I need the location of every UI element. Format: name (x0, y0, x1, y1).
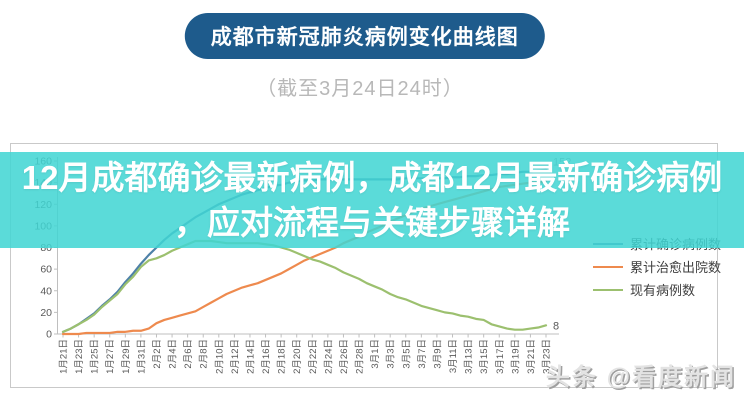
svg-text:2月4日: 2月4日 (168, 339, 179, 369)
svg-text:1月27日: 1月27日 (105, 339, 116, 374)
svg-text:3月9日: 3月9日 (432, 339, 443, 369)
svg-text:3月11日: 3月11日 (448, 339, 459, 373)
svg-text:8: 8 (553, 320, 559, 332)
svg-text:1月23日: 1月23日 (74, 339, 85, 374)
svg-text:2月28日: 2月28日 (355, 339, 366, 374)
svg-text:1月31日: 1月31日 (136, 339, 147, 374)
legend-item-current: 现有病例数 (593, 278, 721, 301)
watermark: 头条 @看度新闻 (545, 364, 736, 391)
headline-line-2: ，应对流程与关键步骤详解 (174, 204, 570, 241)
headline-overlay: 12月成都确诊最新病例，成都12月最新确诊病例 ，应对流程与关键步骤详解 (0, 152, 744, 248)
svg-text:2月22日: 2月22日 (308, 339, 319, 374)
svg-text:2月2日: 2月2日 (152, 339, 163, 369)
svg-text:3月7日: 3月7日 (417, 339, 428, 369)
svg-text:40: 40 (40, 285, 52, 297)
svg-text:80: 80 (40, 242, 52, 254)
chart-title-text: 成都市新冠肺炎病例变化曲线图 (210, 26, 519, 49)
headline-line-1: 12月成都确诊最新病例，成都12月最新确诊病例 (21, 159, 723, 196)
svg-text:2月24日: 2月24日 (323, 339, 334, 374)
svg-text:3月23日: 3月23日 (542, 339, 553, 374)
svg-text:2月18日: 2月18日 (277, 339, 288, 374)
chart-title-badge: 成都市新冠肺炎病例变化曲线图 (184, 13, 545, 59)
legend-line-current-icon (593, 288, 623, 291)
svg-text:1月25日: 1月25日 (90, 339, 101, 374)
svg-text:3月3日: 3月3日 (386, 339, 397, 369)
svg-text:3月1日: 3月1日 (370, 339, 381, 369)
svg-text:3月5日: 3月5日 (401, 339, 412, 369)
legend-label-cured: 累计治愈出院数 (630, 260, 722, 275)
svg-text:60: 60 (40, 264, 52, 276)
svg-text:0: 0 (46, 329, 52, 341)
svg-text:3月17日: 3月17日 (495, 339, 506, 374)
svg-text:3月13日: 3月13日 (464, 339, 475, 374)
svg-text:2月8日: 2月8日 (199, 339, 210, 369)
svg-text:1月21日: 1月21日 (59, 339, 70, 374)
svg-text:2月10日: 2月10日 (214, 339, 225, 374)
svg-text:20: 20 (40, 307, 52, 319)
svg-text:3月19日: 3月19日 (510, 339, 521, 374)
legend-item-cured: 累计治愈出院数 (593, 255, 721, 278)
legend-line-cured-icon (593, 265, 623, 268)
svg-text:2月20日: 2月20日 (292, 339, 303, 374)
svg-text:3月15日: 3月15日 (479, 339, 490, 374)
svg-text:2月16日: 2月16日 (261, 339, 272, 374)
svg-text:2月26日: 2月26日 (339, 339, 350, 374)
svg-text:2月6日: 2月6日 (183, 339, 194, 369)
chart-subtitle: （截至3月24日24时） (256, 78, 464, 100)
svg-text:2月12日: 2月12日 (230, 339, 241, 374)
svg-text:2月14日: 2月14日 (245, 339, 256, 374)
svg-text:1月29日: 1月29日 (121, 339, 132, 374)
svg-text:3月21日: 3月21日 (526, 339, 537, 374)
legend-label-current: 现有病例数 (630, 283, 696, 298)
